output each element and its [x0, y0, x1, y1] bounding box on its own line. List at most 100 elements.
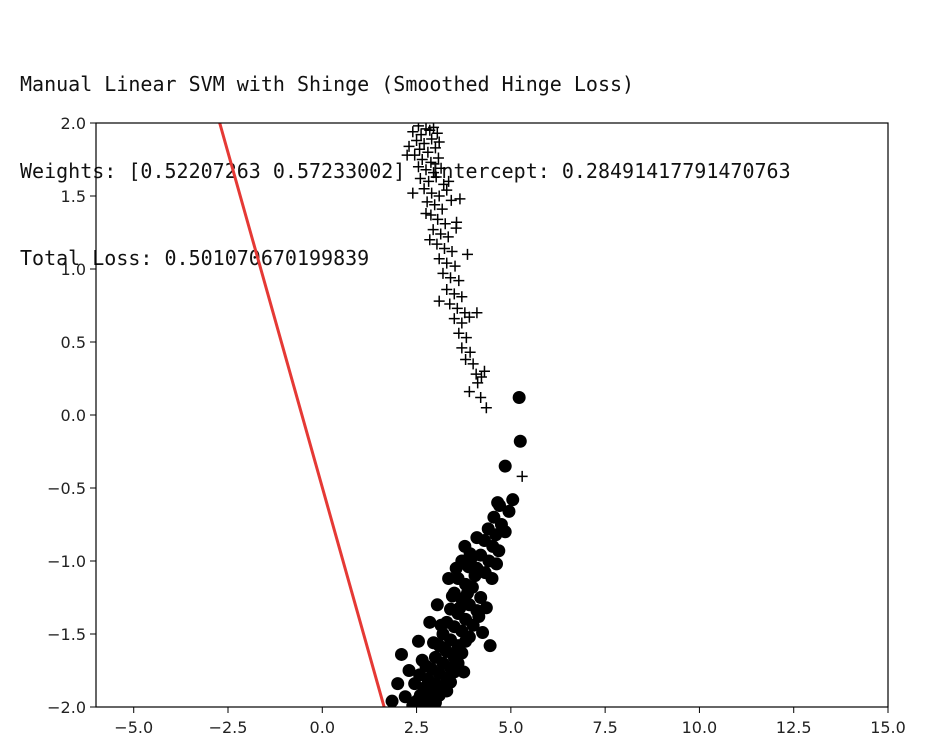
- plus-marker-stroke: [430, 171, 442, 183]
- plus-marker-stroke: [407, 187, 419, 199]
- plus-marker-point: [420, 164, 432, 176]
- plus-marker-point: [412, 161, 424, 173]
- plus-marker-point: [426, 133, 438, 145]
- plus-marker-stroke: [421, 196, 433, 208]
- plus-marker-point: [401, 149, 413, 161]
- plus-marker-stroke: [443, 175, 455, 187]
- circle-marker-point: [498, 525, 512, 539]
- plus-marker-point: [429, 142, 441, 154]
- plus-marker-stroke: [439, 218, 451, 230]
- plus-marker-stroke: [456, 342, 468, 354]
- y-tick-label: 0.5: [61, 333, 86, 352]
- plus-marker-point: [424, 124, 436, 136]
- circle-marker-point: [442, 572, 456, 586]
- plus-marker-point: [430, 171, 442, 183]
- plus-marker-point: [415, 129, 427, 141]
- plus-marker-stroke: [412, 123, 424, 132]
- circle-marker-point: [449, 561, 463, 575]
- plus-marker-point: [433, 190, 445, 202]
- plus-marker-point: [424, 234, 436, 246]
- plus-marker-point: [407, 126, 419, 138]
- plus-marker-point: [456, 342, 468, 354]
- circle-marker-point: [474, 591, 488, 604]
- plus-marker-point: [453, 327, 465, 339]
- plus-marker-stroke: [441, 283, 453, 295]
- plus-marker-stroke: [448, 288, 460, 300]
- plus-marker-stroke: [438, 243, 450, 255]
- plus-marker-stroke: [441, 184, 453, 196]
- plus-marker-stroke: [436, 203, 448, 215]
- circle-marker-point: [411, 634, 425, 648]
- circle-marker-point: [447, 665, 461, 679]
- plus-marker-stroke: [416, 154, 428, 165]
- circle-marker-point: [402, 664, 416, 677]
- plus-marker-point: [422, 146, 434, 158]
- plus-marker-stroke: [478, 365, 490, 377]
- plus-marker-point: [478, 365, 490, 377]
- circle-marker-point: [423, 615, 437, 629]
- circle-marker-point: [490, 557, 504, 571]
- plus-marker-point: [460, 354, 472, 366]
- x-tick-label: 10.0: [682, 718, 718, 737]
- plot-data-layer: [218, 123, 528, 707]
- circle-marker-point: [476, 626, 490, 640]
- circle-marker-point: [428, 696, 442, 707]
- plus-marker-point: [435, 228, 447, 240]
- plus-marker-point: [463, 311, 475, 323]
- circle-marker-point: [440, 684, 454, 698]
- y-tick-label: −0.5: [47, 479, 86, 498]
- plus-marker-stroke: [435, 162, 447, 174]
- plus-marker-stroke: [445, 272, 457, 284]
- plus-marker-stroke: [403, 140, 415, 152]
- plus-marker-point: [463, 386, 475, 398]
- plus-marker-point: [414, 172, 426, 184]
- plus-marker-stroke: [471, 307, 483, 319]
- output-line-title: Manual Linear SVM with Shinge (Smoothed …: [20, 72, 635, 96]
- plus-marker-stroke: [454, 193, 466, 205]
- circle-marker-point: [457, 665, 471, 679]
- plus-marker-point: [453, 275, 465, 287]
- axes-ticks: −5.0 −2.5 0.0 2.5 5.0 7.5 10.0 12.5 15.0 2.0 1.5 1.…: [47, 114, 906, 737]
- plus-marker-point: [429, 199, 441, 211]
- plus-marker-point: [451, 302, 463, 314]
- circle-marker-point: [419, 659, 433, 673]
- plus-marker-stroke: [470, 368, 482, 380]
- circle-marker-point: [470, 531, 484, 545]
- plus-marker-stroke: [423, 175, 435, 187]
- plus-marker-point: [470, 368, 482, 380]
- plus-marker-stroke: [456, 317, 468, 329]
- circle-marker-point: [434, 618, 448, 632]
- plus-marker-stroke: [445, 194, 457, 206]
- axes-frame: [95, 122, 889, 708]
- plus-marker-stroke: [425, 156, 437, 168]
- plus-marker-stroke: [418, 183, 430, 195]
- plus-marker-point: [456, 291, 468, 303]
- plus-marker-stroke: [463, 386, 475, 398]
- circle-marker-point: [391, 677, 405, 691]
- plus-marker-stroke: [480, 402, 492, 414]
- x-tick-label: 15.0: [870, 718, 906, 737]
- circle-marker-point: [430, 598, 444, 612]
- plus-marker-point: [448, 313, 460, 325]
- plus-marker-stroke: [441, 257, 453, 269]
- plus-marker-point: [445, 194, 457, 206]
- plus-marker-point: [403, 140, 415, 152]
- plus-marker-stroke: [433, 190, 445, 202]
- circle-marker-point: [464, 551, 478, 565]
- plus-marker-stroke: [433, 136, 445, 148]
- plus-marker-point: [454, 193, 466, 205]
- plus-marker-point: [461, 248, 473, 260]
- plus-marker-stroke: [453, 275, 465, 287]
- decision-boundary-line: [218, 123, 386, 707]
- plus-marker-point: [516, 470, 528, 482]
- plus-marker-stroke: [475, 371, 487, 383]
- circle-marker-point: [398, 690, 412, 704]
- plus-marker-point: [442, 231, 454, 243]
- plus-marker-stroke: [429, 142, 441, 154]
- y-tick-label: 2.0: [61, 114, 86, 133]
- circle-marker-point: [438, 642, 452, 656]
- plus-marker-stroke: [451, 302, 463, 314]
- y-tick-label: −1.5: [47, 625, 86, 644]
- plus-marker-point: [433, 136, 445, 148]
- plus-marker-point: [480, 402, 492, 414]
